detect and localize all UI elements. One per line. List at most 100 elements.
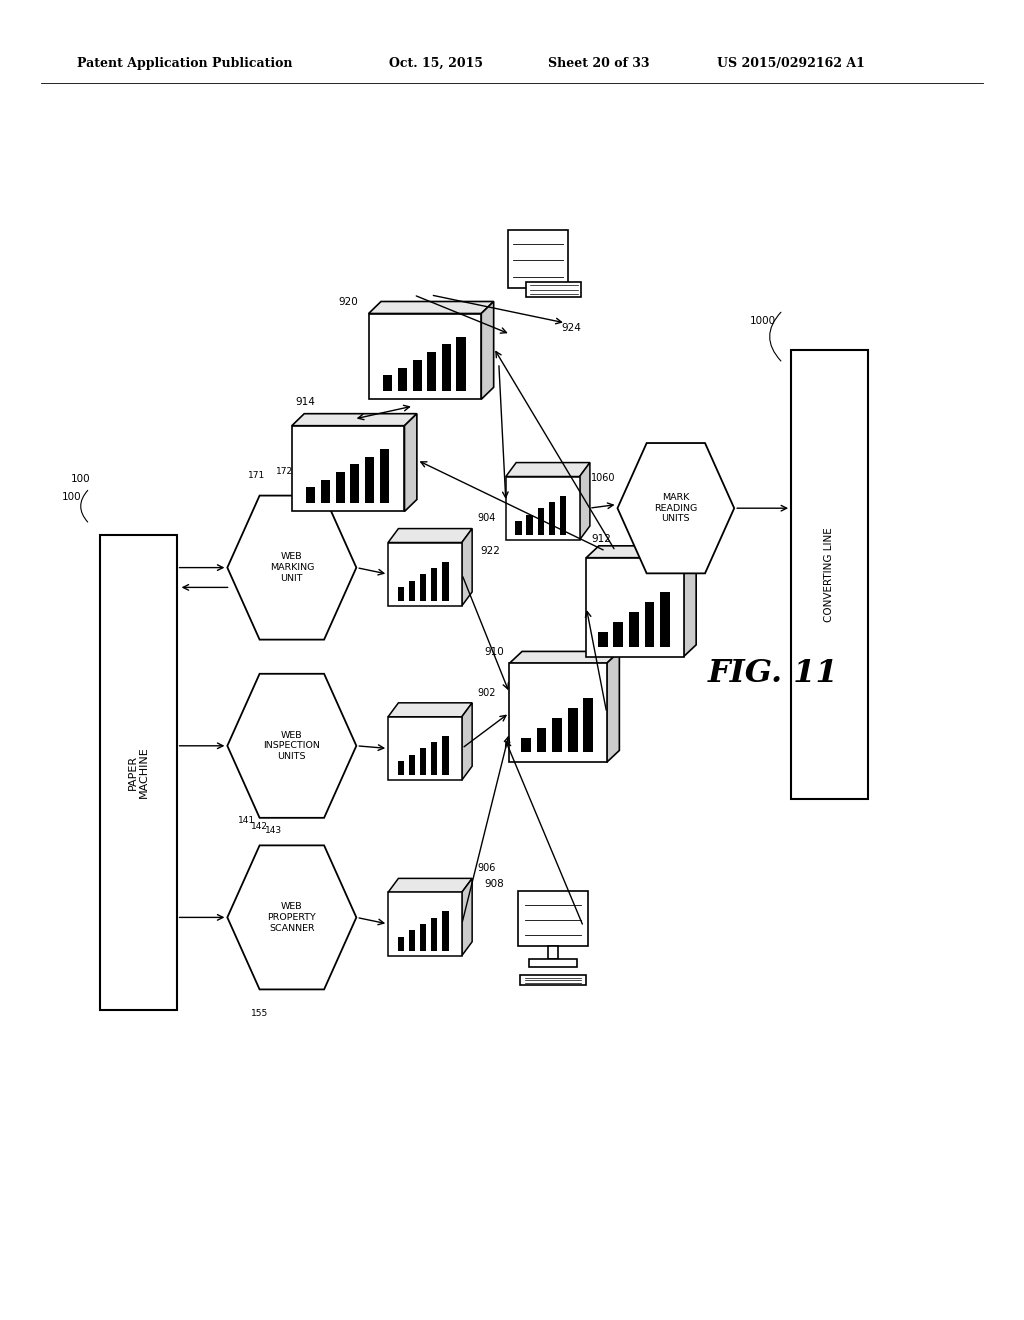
Bar <box>409 581 416 601</box>
Text: 924: 924 <box>561 323 581 333</box>
Text: 100: 100 <box>61 491 82 502</box>
Text: 920: 920 <box>339 297 358 308</box>
Bar <box>457 337 466 391</box>
Text: 922: 922 <box>481 546 501 557</box>
Bar <box>409 931 416 950</box>
Text: 914: 914 <box>295 397 314 407</box>
Text: 904: 904 <box>477 513 496 523</box>
Text: 902: 902 <box>477 688 496 697</box>
Bar <box>520 974 586 985</box>
Bar <box>645 602 654 647</box>
Polygon shape <box>227 673 356 818</box>
Text: 172: 172 <box>275 467 293 477</box>
Polygon shape <box>462 702 472 780</box>
Polygon shape <box>684 546 696 656</box>
Polygon shape <box>462 878 472 956</box>
Bar <box>537 727 547 752</box>
Bar <box>442 911 449 950</box>
Polygon shape <box>292 413 417 425</box>
FancyBboxPatch shape <box>292 425 404 511</box>
FancyBboxPatch shape <box>518 891 588 945</box>
Bar <box>397 762 404 775</box>
Text: 910: 910 <box>484 647 505 657</box>
Bar <box>598 632 607 647</box>
Bar <box>560 495 566 535</box>
Text: 908: 908 <box>484 879 505 890</box>
FancyBboxPatch shape <box>586 557 684 656</box>
Polygon shape <box>369 301 494 314</box>
Bar <box>322 479 330 503</box>
Polygon shape <box>462 528 472 606</box>
Text: 912: 912 <box>592 535 611 544</box>
Bar <box>383 375 392 391</box>
Bar <box>420 924 426 950</box>
Bar <box>350 465 359 503</box>
Text: Oct. 15, 2015: Oct. 15, 2015 <box>389 57 483 70</box>
FancyBboxPatch shape <box>100 535 176 1010</box>
Text: US 2015/0292162 A1: US 2015/0292162 A1 <box>717 57 864 70</box>
Bar <box>398 367 407 391</box>
Bar <box>420 748 426 775</box>
Bar <box>548 945 558 960</box>
Bar <box>431 742 437 775</box>
Text: CONVERTING LINE: CONVERTING LINE <box>824 527 835 622</box>
Bar <box>567 708 578 752</box>
Bar <box>529 960 577 966</box>
Bar <box>613 622 624 647</box>
Bar <box>660 593 670 647</box>
Text: 1060: 1060 <box>591 473 615 483</box>
Text: 1000: 1000 <box>750 315 776 326</box>
Polygon shape <box>388 528 472 543</box>
Text: 143: 143 <box>265 826 283 836</box>
FancyBboxPatch shape <box>508 230 568 288</box>
Polygon shape <box>510 652 620 663</box>
Polygon shape <box>404 413 417 511</box>
Bar <box>413 360 422 391</box>
Bar <box>336 473 345 503</box>
Bar <box>409 755 416 775</box>
Text: FIG. 11: FIG. 11 <box>708 657 839 689</box>
Bar <box>431 917 437 950</box>
Bar <box>397 587 404 601</box>
Bar <box>420 574 426 601</box>
Text: 100: 100 <box>71 474 90 484</box>
Polygon shape <box>227 495 356 640</box>
Bar <box>521 738 530 752</box>
Polygon shape <box>506 462 590 477</box>
Text: 171: 171 <box>248 471 265 480</box>
Text: MARK
READING
UNITS: MARK READING UNITS <box>654 492 697 524</box>
FancyBboxPatch shape <box>506 477 580 540</box>
Bar <box>442 345 451 391</box>
Polygon shape <box>388 878 472 892</box>
Text: 906: 906 <box>477 863 496 873</box>
Bar <box>515 521 522 535</box>
Bar <box>552 718 562 752</box>
FancyBboxPatch shape <box>510 663 606 762</box>
Bar <box>431 568 437 601</box>
Text: 141: 141 <box>239 817 255 825</box>
FancyBboxPatch shape <box>388 543 462 606</box>
Bar <box>442 735 449 775</box>
Polygon shape <box>606 652 620 762</box>
Polygon shape <box>388 702 472 717</box>
Text: WEB
INSPECTION
UNITS: WEB INSPECTION UNITS <box>263 730 321 762</box>
Text: WEB
PROPERTY
SCANNER: WEB PROPERTY SCANNER <box>267 902 316 933</box>
Text: 142: 142 <box>251 822 268 832</box>
Text: PAPER
MACHINE: PAPER MACHINE <box>127 746 150 799</box>
Bar <box>306 487 315 503</box>
Bar <box>584 698 593 752</box>
Text: Sheet 20 of 33: Sheet 20 of 33 <box>548 57 649 70</box>
FancyBboxPatch shape <box>388 892 462 956</box>
Polygon shape <box>580 462 590 540</box>
Polygon shape <box>617 444 734 573</box>
Text: 155: 155 <box>251 1008 268 1018</box>
Bar <box>526 515 534 535</box>
Bar <box>442 561 449 601</box>
Text: Patent Application Publication: Patent Application Publication <box>77 57 292 70</box>
Bar <box>427 352 436 391</box>
Bar <box>538 508 544 535</box>
Bar <box>549 502 555 535</box>
Polygon shape <box>481 301 494 399</box>
Text: WEB
MARKING
UNIT: WEB MARKING UNIT <box>269 552 314 583</box>
Bar <box>380 449 389 503</box>
